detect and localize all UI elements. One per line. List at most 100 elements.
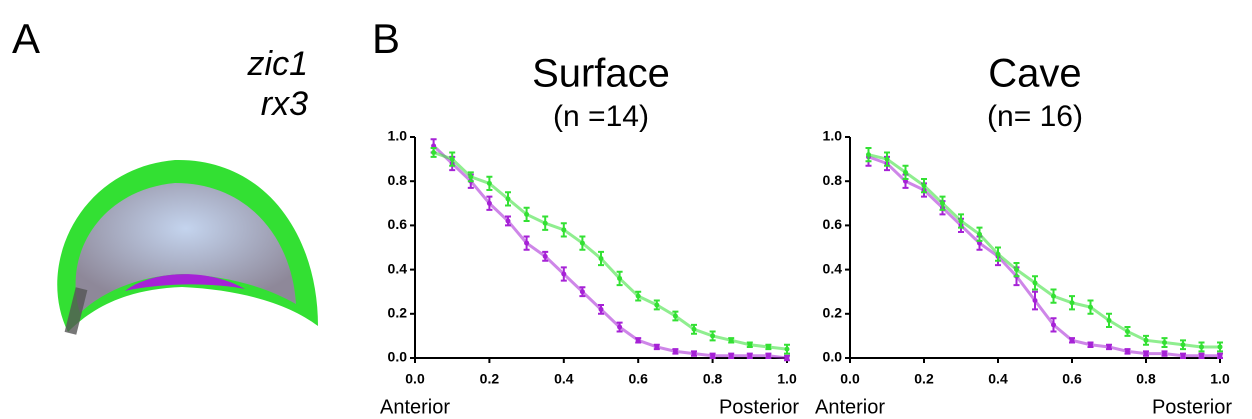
y-tick-label: 0.2 [388,305,408,321]
data-point [598,256,604,262]
x-tick-label: 0.0 [405,371,425,387]
data-point [1032,298,1038,304]
data-point [977,231,982,237]
data-point [710,353,716,359]
data-point [1125,348,1130,354]
y-tick-label: 1.0 [823,128,843,144]
data-point [542,253,548,259]
x-end-label: Anterior [380,396,450,418]
chart-title: Surface [532,52,670,96]
data-point [542,220,548,226]
data-point [903,169,908,175]
data-point [672,348,678,354]
data-point [1069,337,1075,343]
data-point [866,152,871,158]
data-point [728,337,734,343]
data-point [449,156,455,162]
data-point [561,271,567,277]
data-point [431,149,437,155]
data-point [884,156,890,162]
data-point [1180,353,1186,359]
inner-band [125,274,245,291]
x-end-label: Anterior [815,396,885,418]
data-point [784,346,790,352]
inner-tissue [75,183,296,313]
data-point [921,183,927,189]
data-point [672,313,678,319]
data-point [617,324,623,330]
data-point [1143,337,1149,343]
data-point [1051,322,1056,328]
marker [64,287,88,335]
data-point [728,353,734,359]
data-point [486,200,492,206]
data-point [654,302,660,308]
data-point [1106,344,1112,350]
x-tick-label: 0.0 [840,371,860,387]
data-point [1032,280,1038,286]
data-point [561,227,567,233]
data-point [1106,317,1112,323]
panel-a: A zic1 rx3 [12,15,319,335]
y-tick-label: 0.8 [823,172,843,188]
data-point [579,289,585,295]
data-point [1180,342,1186,348]
data-point [747,353,753,359]
data-point [635,337,641,343]
x-tick-label: 0.4 [988,371,1008,387]
data-point [486,180,492,186]
x-tick-label: 0.8 [1136,371,1156,387]
data-point [747,342,753,348]
x-end-label: Posterior [719,396,799,418]
legend-entry: zic1 [247,45,308,83]
data-point [1217,353,1223,359]
y-tick-label: 0.6 [823,216,843,232]
y-tick-label: 0.0 [823,349,843,365]
x-tick-label: 0.2 [480,371,500,387]
data-point [691,326,697,332]
data-point [1162,340,1167,346]
x-tick-label: 0.8 [703,371,723,387]
chart-subtitle: (n= 16) [987,100,1083,133]
data-point [1069,300,1075,306]
series-line [432,144,788,360]
panel-label: A [12,15,40,62]
y-tick-label: 0.4 [823,260,843,276]
data-point [524,240,530,246]
data-point [1014,267,1019,273]
y-tick-label: 0.8 [388,172,408,188]
x-end-label: Posterior [1152,396,1232,418]
series-line [433,151,788,351]
data-point [617,275,623,281]
data-point [1125,328,1130,334]
y-tick-label: 0.2 [823,305,843,321]
data-point [958,218,964,224]
data-point [710,333,716,339]
data-point [654,344,660,350]
data-point [635,293,641,299]
data-point [1088,342,1093,348]
data-point [468,174,474,180]
data-point [505,196,511,202]
series-line [868,153,1220,349]
x-tick-label: 1.0 [777,371,797,387]
x-tick-label: 0.4 [554,371,574,387]
data-point [1088,304,1093,310]
data-point [765,353,771,359]
y-tick-label: 0.4 [388,260,408,276]
data-point [940,200,945,206]
data-point [1199,344,1204,350]
data-point [995,251,1001,257]
data-point [1217,344,1223,350]
chart-subtitle: (n =14) [553,100,649,133]
y-tick-label: 1.0 [388,128,408,144]
data-point [1199,353,1204,359]
data-point [784,355,790,361]
chart-title: Cave [988,52,1081,96]
data-point [1143,351,1149,357]
data-point [505,218,511,224]
data-point [1051,293,1056,299]
data-point [524,211,530,217]
data-point [579,240,585,246]
y-tick-label: 0.6 [388,216,408,232]
